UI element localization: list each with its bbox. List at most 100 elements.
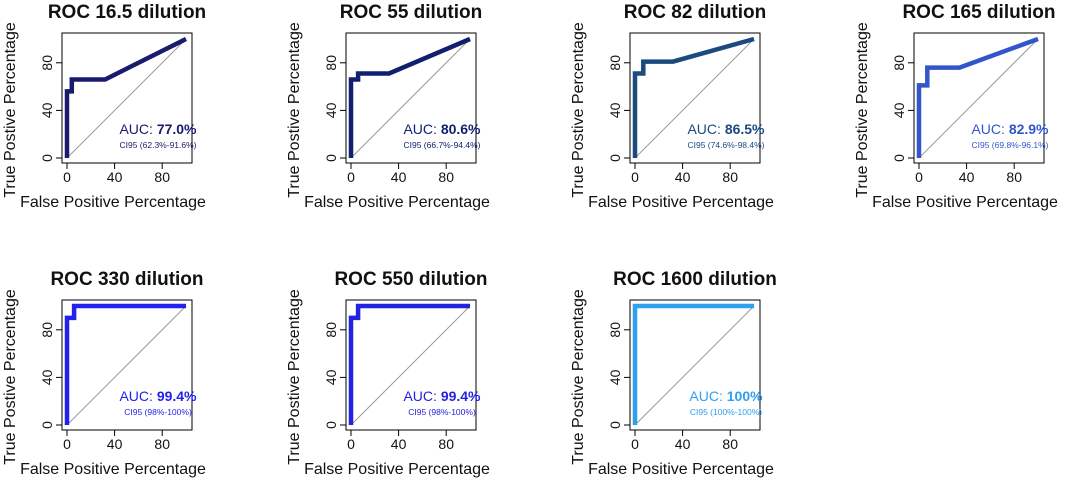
y-tick-label: 80 — [891, 55, 907, 71]
auc-value: 80.6% — [441, 121, 481, 137]
auc-prefix: AUC: — [689, 388, 726, 404]
roc-panel: ROC 550 dilution 0 40 80 0 40 80 False Positive… — [286, 269, 490, 478]
x-axis-label: False Positive Percentage — [588, 461, 774, 478]
roc-curve — [632, 303, 754, 425]
plot-frame — [61, 299, 193, 431]
plot-frame — [629, 32, 761, 164]
reference-diagonal — [66, 38, 187, 159]
reference-diagonal — [66, 305, 187, 426]
plot-frame — [913, 32, 1045, 164]
y-axis-label: True Postive Percentage — [2, 289, 19, 465]
reference-diagonal — [918, 38, 1039, 159]
y-tick-label: 0 — [891, 154, 907, 162]
roc-curve — [916, 36, 1039, 158]
auc-prefix: AUC: — [119, 388, 156, 404]
roc-panel: ROC 82 dilution 0 40 80 0 40 80 False Positive … — [570, 2, 774, 211]
y-tick-label: 0 — [607, 421, 623, 429]
x-tick-label: 0 — [631, 169, 639, 185]
roc-panel: ROC 55 dilution 0 40 80 0 40 80 False Positive … — [286, 2, 490, 211]
y-tick-label: 80 — [39, 55, 55, 71]
reference-diagonal — [350, 305, 471, 426]
reference-diagonal — [634, 305, 755, 426]
auc-prefix: AUC: — [403, 388, 440, 404]
y-tick-label: 40 — [323, 102, 339, 118]
auc-prefix: AUC: — [971, 121, 1008, 137]
x-tick-label: 40 — [107, 169, 123, 185]
y-tick-label: 80 — [323, 55, 339, 71]
x-axis-label: False Positive Percentage — [304, 461, 490, 478]
x-tick-label: 0 — [63, 436, 71, 452]
x-tick-label: 0 — [915, 169, 923, 185]
y-axis-label: True Postive Percentage — [286, 22, 303, 198]
chart-title: ROC 16.5 dilution — [48, 2, 206, 23]
x-tick-label: 0 — [347, 169, 355, 185]
y-tick-label: 40 — [323, 369, 339, 385]
reference-diagonal — [634, 38, 755, 159]
x-axis-label: False Positive Percentage — [304, 194, 490, 211]
y-axis-label: True Postive Percentage — [286, 289, 303, 465]
auc-value: 99.4% — [441, 388, 481, 404]
roc-curve — [348, 303, 470, 425]
x-tick-label: 40 — [107, 436, 123, 452]
x-tick-label: 40 — [391, 169, 407, 185]
y-tick-label: 0 — [39, 154, 55, 162]
auc-label: AUC: 100% — [689, 388, 763, 404]
ci-label: CI95 (100%-100%) — [690, 407, 762, 417]
auc-value: 77.0% — [157, 121, 197, 137]
auc-value: 82.9% — [1009, 121, 1049, 137]
x-tick-label: 40 — [675, 436, 691, 452]
x-tick-label: 0 — [347, 436, 355, 452]
x-tick-label: 80 — [1006, 169, 1022, 185]
x-axis-label: False Positive Percentage — [20, 461, 206, 478]
y-tick-label: 40 — [39, 102, 55, 118]
ci-label: CI95 (69.8%-96.1%) — [971, 140, 1048, 150]
roc-curve — [348, 36, 471, 158]
y-axis-label: True Postive Percentage — [570, 289, 587, 465]
y-tick-label: 0 — [39, 421, 55, 429]
auc-value: 86.5% — [725, 121, 765, 137]
y-tick-label: 80 — [607, 55, 623, 71]
plot-frame — [345, 32, 477, 164]
x-tick-label: 40 — [675, 169, 691, 185]
roc-panel: ROC 330 dilution 0 40 80 0 40 80 False Positive… — [2, 269, 206, 478]
y-tick-label: 40 — [607, 102, 623, 118]
x-tick-label: 80 — [438, 436, 454, 452]
ci-label: CI95 (98%-100%) — [408, 407, 476, 417]
x-tick-label: 40 — [391, 436, 407, 452]
x-tick-label: 80 — [154, 169, 170, 185]
auc-label: AUC: 77.0% — [119, 121, 197, 137]
ci-label: CI95 (66.7%-94.4%) — [403, 140, 480, 150]
chart-title: ROC 55 dilution — [340, 2, 483, 23]
y-tick-label: 0 — [607, 154, 623, 162]
x-axis-label: False Positive Percentage — [588, 194, 774, 211]
y-axis-label: True Postive Percentage — [2, 22, 19, 198]
x-tick-label: 80 — [438, 169, 454, 185]
chart-title: ROC 550 dilution — [334, 269, 487, 290]
roc-curve — [632, 36, 755, 158]
auc-label: AUC: 80.6% — [403, 121, 481, 137]
plot-frame — [345, 299, 477, 431]
chart-title: ROC 1600 dilution — [613, 269, 777, 290]
ci-label: CI95 (98%-100%) — [124, 407, 192, 417]
x-tick-label: 0 — [63, 169, 71, 185]
auc-prefix: AUC: — [687, 121, 724, 137]
y-tick-label: 40 — [607, 369, 623, 385]
x-tick-label: 40 — [959, 169, 975, 185]
plot-frame — [629, 299, 761, 431]
x-tick-label: 80 — [722, 169, 738, 185]
roc-curve — [64, 303, 186, 425]
reference-diagonal — [350, 38, 471, 159]
plot-frame — [61, 32, 193, 164]
auc-label: AUC: 99.4% — [119, 388, 197, 404]
y-tick-label: 0 — [323, 421, 339, 429]
roc-panel: ROC 1600 dilution 0 40 80 0 40 80 False Positiv… — [570, 269, 777, 478]
chart-title: ROC 82 dilution — [624, 2, 767, 23]
roc-panel: ROC 165 dilution 0 40 80 0 40 80 False Positive… — [854, 2, 1058, 211]
x-axis-label: False Positive Percentage — [20, 194, 206, 211]
y-tick-label: 0 — [323, 154, 339, 162]
auc-value: 99.4% — [157, 388, 197, 404]
auc-label: AUC: 99.4% — [403, 388, 481, 404]
y-tick-label: 80 — [39, 322, 55, 338]
y-tick-label: 40 — [891, 102, 907, 118]
